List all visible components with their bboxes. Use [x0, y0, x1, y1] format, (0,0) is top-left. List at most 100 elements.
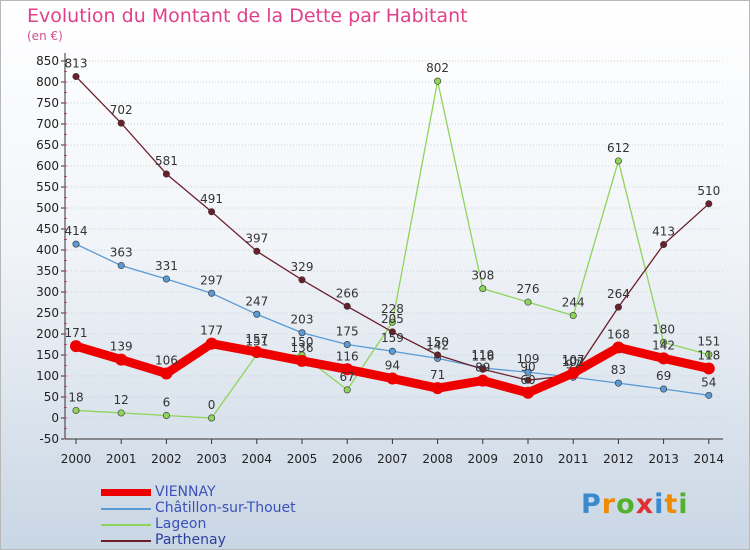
- legend-swatch-lageon: [101, 524, 151, 526]
- y-tick-label-550: 550: [36, 180, 59, 194]
- data-label-parthenay-2002: 581: [155, 154, 178, 168]
- point-chatillon-2006: [343, 340, 351, 348]
- data-label-lageon-2014: 151: [697, 335, 720, 349]
- point-lageon-2012: [614, 157, 622, 165]
- x-tick-label-2001: 2001: [106, 452, 137, 466]
- data-label-parthenay-2001: 702: [110, 103, 133, 117]
- data-label-chatillon-2009: 119: [471, 348, 494, 362]
- data-label-lageon-2002: 6: [163, 395, 171, 409]
- point-viennay-2005: [296, 354, 308, 367]
- point-parthenay-2004: [253, 247, 261, 255]
- point-chatillon-2010: [524, 368, 532, 376]
- data-label-lageon-2008: 802: [426, 61, 449, 75]
- x-tick-label-2005: 2005: [287, 452, 318, 466]
- point-viennay-2002: [160, 367, 173, 380]
- data-label-chatillon-2002: 331: [155, 259, 178, 273]
- y-tick-label-750: 750: [36, 96, 59, 110]
- point-viennay-2003: [205, 337, 218, 350]
- point-viennay-2010: [522, 386, 534, 399]
- data-label-parthenay-2006: 266: [336, 286, 359, 300]
- point-chatillon-2005: [298, 329, 306, 337]
- data-label-parthenay-2009: 116: [471, 349, 494, 363]
- x-tick-label-2011: 2011: [558, 452, 589, 466]
- data-label-lageon-2012: 612: [607, 141, 630, 155]
- point-viennay-2004: [250, 346, 263, 359]
- point-viennay-2001: [115, 353, 128, 366]
- data-label-lageon-2007: 228: [381, 302, 404, 316]
- data-label-viennay-2004: 157: [245, 332, 268, 346]
- data-label-viennay-2008: 71: [430, 368, 445, 382]
- point-parthenay-2002: [162, 170, 170, 178]
- legend-swatch-viennay: [101, 489, 151, 496]
- data-label-parthenay-2012: 264: [607, 287, 630, 301]
- y-tick-label-0: 0: [51, 411, 59, 425]
- y-tick-label-850: 850: [36, 54, 59, 68]
- legend-item-viennay: VIENNAY: [101, 484, 361, 501]
- point-chatillon-2001: [117, 262, 125, 270]
- y-tick-label-300: 300: [36, 285, 59, 299]
- y-tick-label-600: 600: [36, 159, 59, 173]
- data-label-parthenay-2008: 150: [426, 335, 449, 349]
- data-label-parthenay-2011: 102: [562, 355, 585, 369]
- point-chatillon-2007: [388, 347, 396, 355]
- point-viennay-2011: [567, 367, 580, 380]
- data-label-parthenay-2004: 397: [245, 231, 268, 245]
- point-parthenay-2005: [298, 276, 306, 284]
- legend-item-parthenay: Parthenay: [101, 532, 361, 549]
- data-label-chatillon-2013: 69: [656, 369, 671, 383]
- data-label-viennay-2014: 118: [697, 348, 720, 362]
- y-tick-label-50: 50: [44, 390, 59, 404]
- legend-item-chatillon: Châtillon-sur-Thouet: [101, 500, 361, 517]
- point-lageon-2000: [72, 406, 80, 414]
- y-tick-label-500: 500: [36, 201, 59, 215]
- data-label-lageon-2005: 150: [291, 335, 314, 349]
- point-parthenay-2003: [208, 208, 216, 216]
- data-label-lageon-2013: 180: [652, 322, 675, 336]
- point-chatillon-2000: [72, 240, 80, 248]
- data-label-parthenay-2007: 205: [381, 312, 404, 326]
- data-label-chatillon-2003: 297: [200, 273, 223, 287]
- point-parthenay-2000: [72, 73, 80, 81]
- data-label-lageon-2010: 276: [517, 282, 540, 296]
- y-tick-label-150: 150: [36, 348, 59, 362]
- point-parthenay-2014: [705, 200, 713, 208]
- data-label-chatillon-2005: 203: [291, 313, 314, 327]
- data-label-lageon-2004: 151: [245, 335, 268, 349]
- x-tick-label-2012: 2012: [603, 452, 634, 466]
- data-label-viennay-2000: 171: [65, 326, 88, 340]
- data-label-viennay-2002: 106: [155, 353, 178, 367]
- point-parthenay-2001: [117, 119, 125, 127]
- data-label-lageon-2001: 12: [114, 393, 129, 407]
- y-tick-label-800: 800: [36, 75, 59, 89]
- data-label-chatillon-2001: 363: [110, 246, 133, 260]
- point-lageon-2009: [479, 285, 487, 293]
- y-tick-label-250: 250: [36, 306, 59, 320]
- x-tick-label-2004: 2004: [242, 452, 273, 466]
- point-parthenay-2009: [479, 365, 487, 373]
- y-tick-label--50: -50: [39, 432, 59, 446]
- data-label-chatillon-2011: 97: [566, 357, 581, 371]
- data-label-chatillon-2008: 142: [426, 338, 449, 352]
- point-viennay-2000: [70, 340, 82, 353]
- logo-letter-3: o: [616, 489, 636, 520]
- data-label-parthenay-2005: 329: [291, 260, 314, 274]
- data-label-parthenay-2013: 413: [652, 225, 675, 239]
- x-tick-label-2013: 2013: [648, 452, 679, 466]
- legend: VIENNAY Châtillon-sur-Thouet Lageon Part…: [101, 484, 361, 549]
- point-viennay-2014: [702, 362, 715, 375]
- point-viennay-2006: [341, 363, 354, 376]
- legend-label-viennay: VIENNAY: [155, 484, 216, 500]
- point-viennay-2007: [386, 372, 399, 385]
- data-label-viennay-2007: 94: [385, 359, 400, 373]
- x-tick-label-2009: 2009: [468, 452, 499, 466]
- chart-unit-label: (en €): [27, 29, 63, 43]
- data-label-viennay-2006: 116: [336, 349, 359, 363]
- legend-swatch-parthenay: [101, 540, 151, 542]
- y-tick-label-350: 350: [36, 264, 59, 278]
- data-label-viennay-2012: 168: [607, 327, 630, 341]
- point-lageon-2008: [434, 77, 442, 85]
- point-parthenay-2008: [434, 351, 442, 359]
- point-lageon-2014: [705, 351, 713, 359]
- x-tick-label-2010: 2010: [513, 452, 544, 466]
